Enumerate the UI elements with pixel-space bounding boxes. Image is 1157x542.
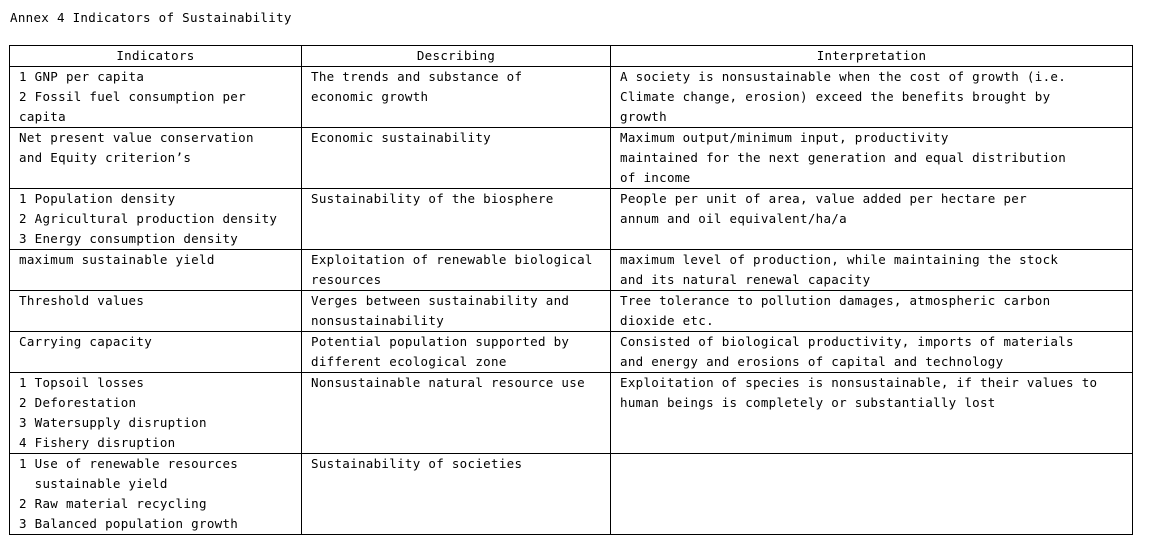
cell-line: Exploitation of species is nonsustainabl… (620, 375, 1098, 390)
header-row: Indicators Describing Interpretation (9, 45, 1133, 67)
cell-line: 2 Agricultural production density (19, 211, 278, 226)
cell-line: 2 Fossil fuel consumption per (19, 89, 246, 104)
cell-line: Tree tolerance to pollution damages, atm… (620, 293, 1051, 308)
table-cell: 1 Topsoil losses 2 Deforestation 3 Watersu… (9, 372, 302, 454)
cell-line: resources (311, 272, 382, 287)
table-cell: 1 GNP per capita 2 Fossil fuel consumptio… (9, 66, 302, 128)
cell-line: The trends and substance of (311, 69, 523, 84)
cell-line: Threshold values (19, 293, 145, 308)
cell-line: Nonsustainable natural resource use (311, 375, 585, 390)
cell-line: economic growth (311, 89, 429, 104)
cell-line: Consisted of biological productivity, im… (620, 334, 1074, 349)
table-row: Carrying capacity Potential population su… (9, 331, 1133, 373)
cell-line: 1 Use of renewable resources (19, 456, 239, 471)
table-cell: maximum sustainable yield (9, 249, 302, 291)
cell-line: dioxide etc. (620, 313, 714, 328)
cell-line: annum and oil equivalent/ha/a (620, 211, 847, 226)
table-cell: Consisted of biological productivity, im… (610, 331, 1133, 373)
table-cell: Sustainability of the biosphere (301, 188, 611, 250)
table-row: 1 Topsoil losses 2 Deforestation 3 Watersu… (9, 372, 1133, 454)
cell-line: sustainable yield (19, 476, 168, 491)
cell-line: 3 Watersupply disruption (19, 415, 207, 430)
cell-line: different ecological zone (311, 354, 507, 369)
cell-line: 2 Deforestation (19, 395, 137, 410)
table-row: 1 Use of renewable resources sustainable… (9, 453, 1133, 535)
table-cell: Exploitation of species is nonsustainabl… (610, 372, 1133, 454)
cell-line: of income (620, 170, 691, 185)
table-cell: maximum level of production, while maint… (610, 249, 1133, 291)
table-cell: Carrying capacity (9, 331, 302, 373)
cell-line: Sustainability of societies (311, 456, 523, 471)
table-cell: Threshold values (9, 290, 302, 332)
table-cell: 1 Population density 2 Agricultural produ… (9, 188, 302, 250)
cell-line: nonsustainability (311, 313, 445, 328)
table-cell: Nonsustainable natural resource use (301, 372, 611, 454)
cell-line: and its natural renewal capacity (620, 272, 871, 287)
cell-line: 4 Fishery disruption (19, 435, 176, 450)
cell-line: People per unit of area, value added per… (620, 191, 1027, 206)
cell-line: 1 GNP per capita (19, 69, 145, 84)
cell-line: A society is nonsustainable when the cos… (620, 69, 1067, 84)
cell-line: Potential population supported by (311, 334, 570, 349)
table-row: 1 GNP per capita 2 Fossil fuel consumptio… (9, 66, 1133, 128)
table-cell: Maximum output/minimum input, productivi… (610, 127, 1133, 189)
table-cell: Potential population supported by differe… (301, 331, 611, 373)
cell-line: Carrying capacity (19, 334, 153, 349)
table-cell: Verges between sustainability and nonsust… (301, 290, 611, 332)
cell-line: Exploitation of renewable biological (311, 252, 593, 267)
cell-line: maximum sustainable yield (19, 252, 215, 267)
table-cell: Net present value conservation and Equity… (9, 127, 302, 189)
cell-line: and Equity criterion’s (19, 150, 192, 165)
table-cell: Tree tolerance to pollution damages, atm… (610, 290, 1133, 332)
cell-line: growth (620, 109, 667, 124)
cell-line: Economic sustainability (311, 130, 491, 145)
cell-line: 1 Population density (19, 191, 176, 206)
cell-line: human beings is completely or substantia… (620, 395, 996, 410)
cell-line: Net present value conservation (19, 130, 254, 145)
indicator-table: Indicators Describing Interpretation 1 GNP… (9, 45, 1133, 535)
cell-line: maximum level of production, while maint… (620, 252, 1059, 267)
page-title: Annex 4 Indicators of Sustainability (10, 10, 292, 25)
table-cell (610, 453, 1133, 535)
cell-line: and energy and erosions of capital and t… (620, 354, 1004, 369)
table-row: 1 Population density 2 Agricultural produ… (9, 188, 1133, 250)
cell-line: Climate change, erosion) exceed the bene… (620, 89, 1051, 104)
cell-line: capita (19, 109, 66, 124)
header-cell: Describing (301, 45, 611, 67)
header-cell: Interpretation (610, 45, 1133, 67)
cell-line: Maximum output/minimum input, productivi… (620, 130, 949, 145)
table-row: maximum sustainable yield Exploitation of… (9, 249, 1133, 291)
table-cell: People per unit of area, value added per… (610, 188, 1133, 250)
table-header: Indicators Describing Interpretation (9, 45, 1133, 67)
header-cell: Indicators (9, 45, 302, 67)
table-body: 1 GNP per capita 2 Fossil fuel consumptio… (9, 66, 1133, 535)
cell-line: Verges between sustainability and (311, 293, 570, 308)
table-row: Net present value conservation and Equity… (9, 127, 1133, 189)
table-cell: Economic sustainability (301, 127, 611, 189)
table-cell: The trends and substance of economic grow… (301, 66, 611, 128)
cell-line: 2 Raw material recycling (19, 496, 207, 511)
cell-line: maintained for the next generation and e… (620, 150, 1067, 165)
cell-line: Sustainability of the biosphere (311, 191, 554, 206)
cell-line: 3 Balanced population growth (19, 516, 239, 531)
table-cell: 1 Use of renewable resources sustainable… (9, 453, 302, 535)
table-row: Threshold values Verges between sustainab… (9, 290, 1133, 332)
cell-line: 1 Topsoil losses (19, 375, 145, 390)
cell-line: 3 Energy consumption density (19, 231, 239, 246)
table-cell: A society is nonsustainable when the cos… (610, 66, 1133, 128)
table-cell: Sustainability of societies (301, 453, 611, 535)
table-cell: Exploitation of renewable biological reso… (301, 249, 611, 291)
